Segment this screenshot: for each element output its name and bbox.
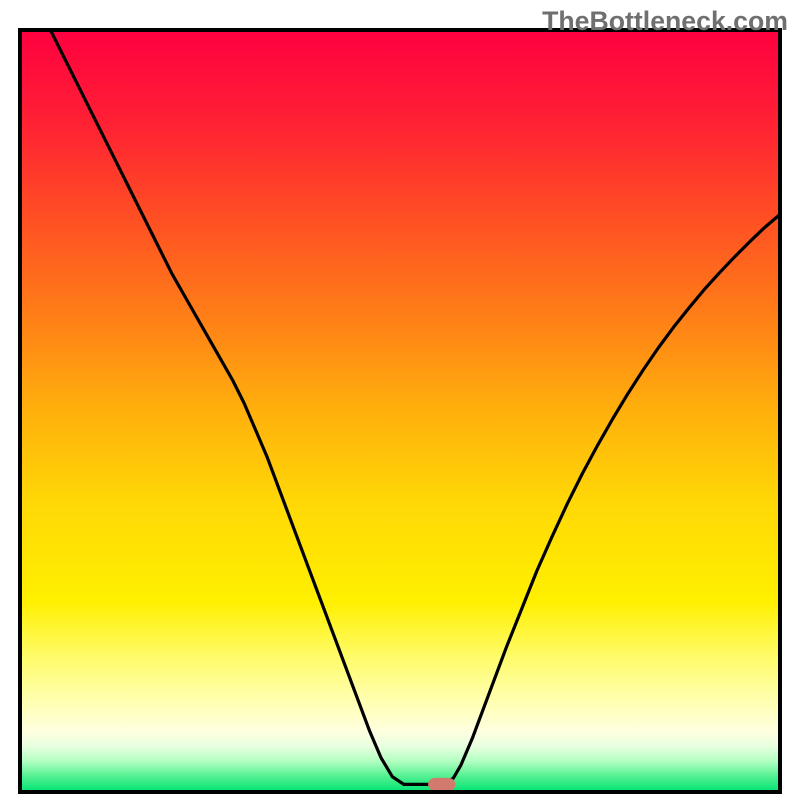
optimum-marker [428, 778, 455, 791]
gradient-background [20, 30, 780, 792]
chart-container: TheBottleneck.com [0, 0, 800, 800]
watermark-text: TheBottleneck.com [542, 6, 788, 37]
bottleneck-chart [0, 0, 800, 800]
